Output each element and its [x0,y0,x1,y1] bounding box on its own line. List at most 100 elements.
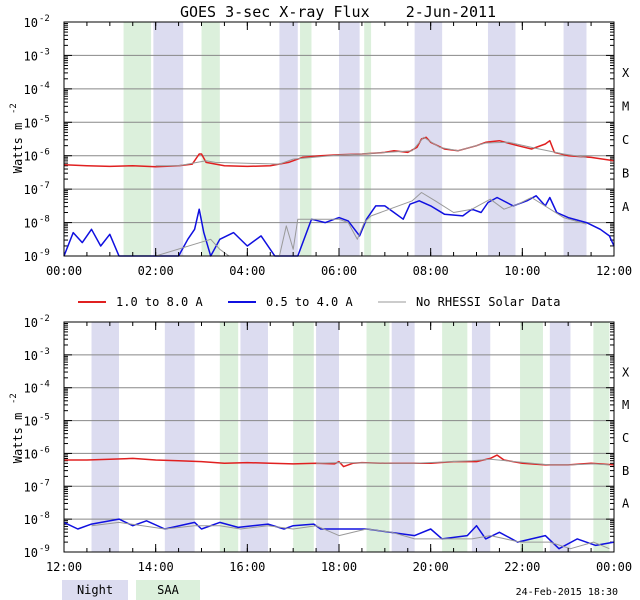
y-axis-label-text: Watts m [11,413,25,464]
x-tick-label: 22:00 [504,560,540,574]
x-tick-label: 00:00 [46,264,82,278]
y-tick-base: 10 [24,546,38,560]
flare-class-label: A [622,497,630,511]
chart-title: GOES 3-sec X-ray Flux 2-Jun-2011 [180,3,496,21]
x-tick-label: 06:00 [321,264,357,278]
legend-item-nodata: No RHESSI Solar Data [378,295,561,309]
x-tick-label: 02:00 [138,264,174,278]
saa-band [219,322,239,552]
x-tick-label: 16:00 [229,560,265,574]
night-band [91,322,119,552]
y-tick-base: 10 [24,513,38,527]
y-tick-exp: -4 [39,380,50,390]
night-band [339,22,360,256]
y-axis-label-bottom: Watts m -2 [9,393,25,463]
series-nodata [155,136,587,167]
y-tick-exp: -5 [39,413,50,423]
x-tick-label: 20:00 [413,560,449,574]
night-band [563,22,587,256]
y-tick-base: 10 [24,382,38,396]
y-tick-exp: -4 [39,81,50,91]
y-tick-base: 10 [24,415,38,429]
y-axis-label-exp: -2 [9,103,19,114]
y-tick-exp: -7 [39,478,50,488]
x-tick-label: 00:00 [596,560,632,574]
y-tick-base: 10 [24,250,38,264]
y-tick-base: 10 [24,316,38,330]
y-axis-label-exp: -2 [9,393,19,404]
series-nodata [316,458,610,466]
x-tick-label: 08:00 [413,264,449,278]
x-tick-label: 10:00 [504,264,540,278]
saa-key-label: SAA [157,583,179,597]
flare-class-label: B [622,464,629,478]
series-short [63,195,615,257]
y-tick-exp: -5 [39,114,50,124]
flare-class-label: C [622,133,629,147]
x-tick-label: 14:00 [138,560,174,574]
flare-class-label: B [622,166,629,180]
flare-class-label: A [622,200,630,214]
x-tick-label: 04:00 [229,264,265,278]
x-tick-label: 12:00 [596,264,632,278]
saa-band [442,322,468,552]
night-band [316,322,339,552]
night-key-label: Night [77,583,113,597]
legend-label-short: 0.5 to 4.0 A [266,295,353,309]
x-tick-label: 12:00 [46,560,82,574]
y-tick-exp: -6 [39,445,50,455]
legend-label-nodata: No RHESSI Solar Data [416,295,561,309]
y-tick-exp: -2 [39,314,50,324]
night-band [471,322,491,552]
flare-class-label: M [622,100,629,114]
night-band [487,22,516,256]
y-tick-exp: -7 [39,181,50,191]
top-panel: 10-910-810-710-610-510-410-310 -2ABCMX00:… [24,14,633,278]
legend-item-long: 1.0 to 8.0 A [78,295,203,309]
night-band [164,322,195,552]
night-band [240,322,268,552]
saa-key-swatch [136,580,200,600]
saa-band [364,22,372,256]
bottom-key: Night SAA 24-Feb-2015 18:30 [62,580,618,600]
y-tick-exp: -8 [39,511,50,521]
y-tick-exp: -9 [39,544,50,554]
y-axis-label-text: Watts m [11,123,25,174]
bottom-panel: 10-910-810-710-610-510-410-310 -2ABCMX12:… [24,314,633,574]
y-tick-exp: -2 [39,14,50,24]
flare-class-label: X [622,365,630,379]
y-tick-base: 10 [24,16,38,30]
legend-label-long: 1.0 to 8.0 A [116,295,203,309]
date-stamp: 24-Feb-2015 18:30 [516,587,618,598]
flare-class-label: M [622,398,629,412]
y-tick-base: 10 [24,150,38,164]
x-tick-label: 18:00 [321,560,357,574]
night-band [279,22,298,256]
y-axis-label-top: Watts m -2 [9,103,25,173]
y-tick-base: 10 [24,447,38,461]
y-tick-exp: -6 [39,148,50,158]
series-long [63,136,615,168]
flare-class-label: X [622,66,630,80]
night-band [153,22,184,256]
y-tick-exp: -8 [39,215,50,225]
night-key-swatch [62,580,128,600]
y-tick-base: 10 [24,183,38,197]
saa-band [293,322,314,552]
y-tick-exp: -9 [39,248,50,258]
y-tick-base: 10 [24,83,38,97]
night-band [391,322,415,552]
saa-band [123,22,152,256]
legend-item-short: 0.5 to 4.0 A [228,295,353,309]
legend: 1.0 to 8.0 A 0.5 to 4.0 A No RHESSI Sola… [78,295,561,309]
y-tick-base: 10 [24,116,38,130]
saa-band [593,322,610,552]
y-tick-exp: -3 [39,347,50,357]
y-tick-base: 10 [24,217,38,231]
y-tick-base: 10 [24,49,38,63]
flare-class-label: C [622,431,629,445]
saa-band [520,322,543,552]
y-tick-base: 10 [24,349,38,363]
y-tick-base: 10 [24,480,38,494]
